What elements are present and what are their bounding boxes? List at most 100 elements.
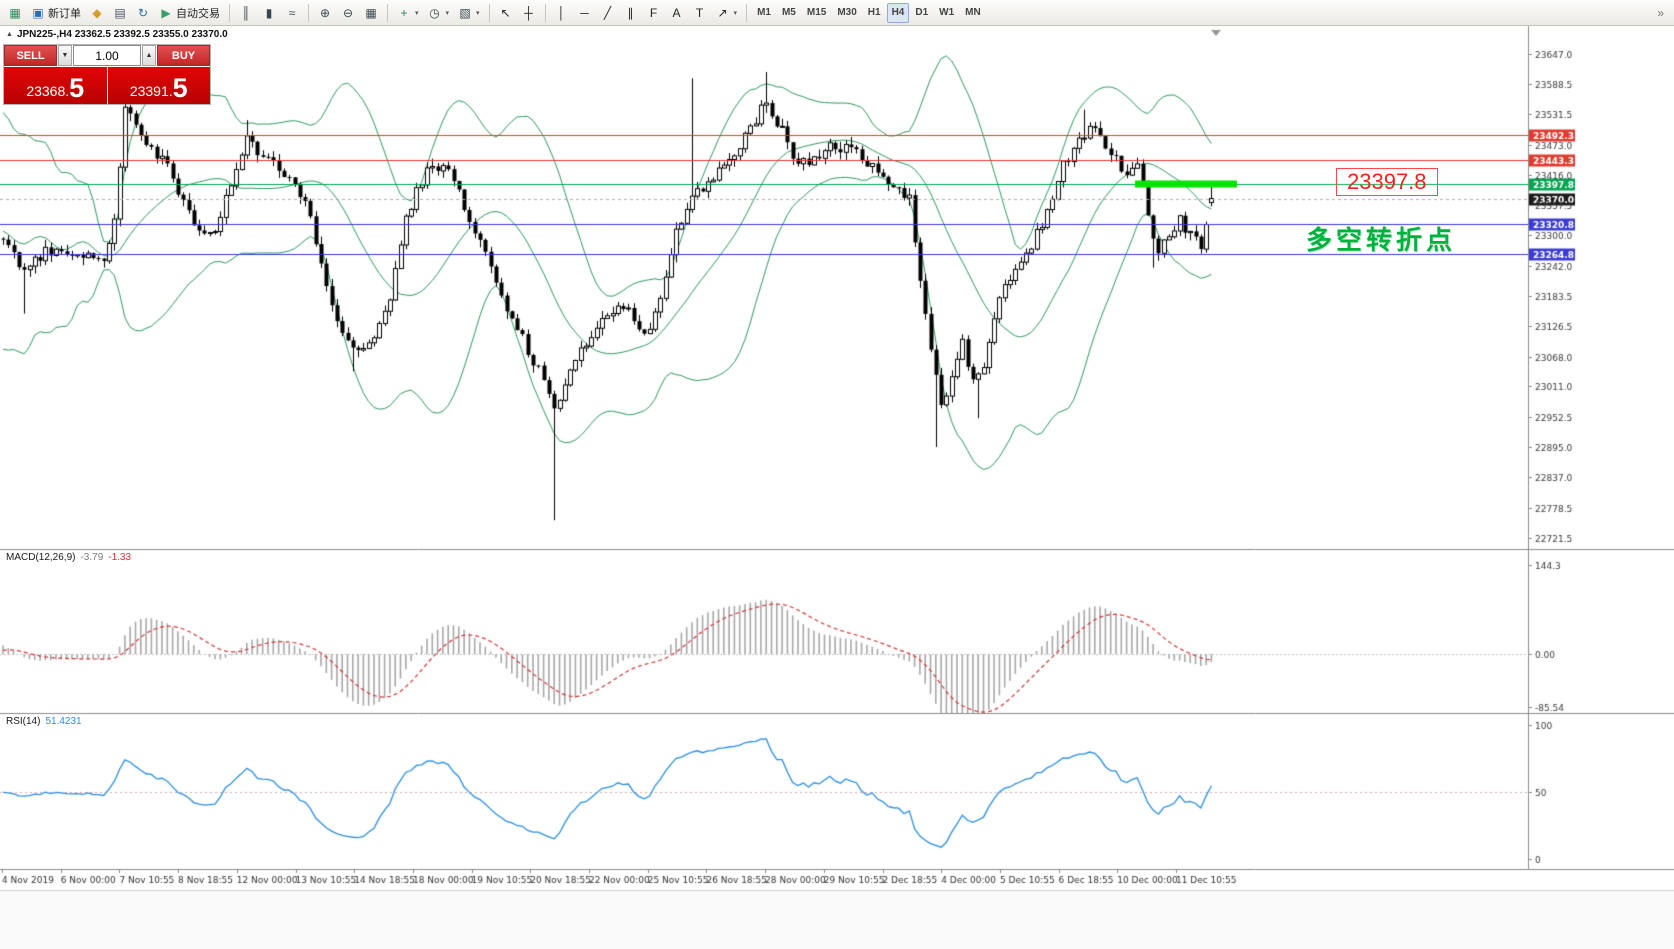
new-order-button[interactable]: ▣ 新订单 [27,3,85,23]
profiles-button[interactable]: ▤ [109,3,131,23]
timeframe-m30-button[interactable]: M30 [832,3,861,23]
metaeditor-button[interactable]: ◆ [86,3,108,23]
timeframe-w1-button[interactable]: W1 [934,3,959,23]
toolbar-separator [746,3,748,22]
periods-button[interactable]: ◷ ▾ [424,3,454,23]
timeframe-m30-label: M30 [837,7,857,18]
horizontal-line-button[interactable]: ─ [574,3,596,23]
volume-increase-button[interactable]: ▲ [142,45,156,66]
indicators-button[interactable]: + ▾ [393,3,423,23]
tile-windows-icon: ▦ [365,5,377,20]
toolbar-separator [308,3,309,22]
timeframe-h1-label: H1 [867,7,881,18]
sell-price-main: 23368. [26,83,70,99]
chart-title-text: JPN225-,H4 23362.5 23392.5 23355.0 23370… [16,29,228,40]
rsi-value: 51.4231 [45,716,82,727]
trendline-icon: ╱ [603,5,612,20]
candlestick-chart-icon: ▮ [265,5,273,20]
toolbar-overflow-button[interactable]: » [1657,5,1664,20]
timeframe-m15-button[interactable]: M15 [802,3,831,23]
buy-price-display[interactable]: 23391. 5 [107,67,210,104]
zoom-in-button[interactable]: ⊕ [314,3,336,23]
profiles-icon: ▤ [114,5,126,20]
volume-decrease-button[interactable]: ▼ [58,45,72,66]
horizontal-line-icon: ─ [580,5,589,20]
macd-value-signal: -1.33 [108,552,132,563]
line-chart-button[interactable]: ≈ [281,3,303,23]
templates-button[interactable]: ▧ ▾ [454,3,484,23]
line-chart-icon: ≈ [288,5,296,20]
equidistant-channel-button[interactable]: ∥ [620,3,642,23]
timeframe-mn-button[interactable]: MN [960,3,986,23]
timeframe-w1-label: W1 [939,7,955,18]
metaeditor-icon: ◆ [92,5,102,20]
buy-button[interactable]: BUY [157,45,210,66]
timeframe-m1-button[interactable]: M1 [752,3,776,23]
macd-label: MACD(12,26,9) [6,552,76,563]
tile-windows-button[interactable]: ▦ [360,3,382,23]
timeframe-m15-label: M15 [806,7,827,18]
macd-pane-label: MACD(12,26,9) -3.79 -1.33 [6,552,131,563]
text-button[interactable]: A [666,3,688,23]
new-order-label: 新订单 [48,7,81,20]
one-click-toggle-icon[interactable]: ▲ [6,31,13,38]
timeframe-d1-button[interactable]: D1 [910,3,933,23]
toolbar-separator [387,3,388,22]
rsi-label: RSI(14) [6,716,41,727]
rsi-pane-label: RSI(14) 51.4231 [6,716,82,727]
timeframe-m1-label: M1 [757,7,771,18]
autotrading-icon: ▶ [161,5,171,20]
toolbar-separator [488,3,490,22]
new-chart-icon: ▦ [9,5,21,20]
autotrading-label: 自动交易 [176,7,220,20]
one-click-trading-panel: SELL ▼ ▲ BUY 23368.5 23391.5 [4,45,210,104]
arrows-icon: ↗ [717,5,728,20]
indicators-dropdown-icon[interactable]: ▾ [415,9,419,17]
refresh-button[interactable]: ↻ [132,3,154,23]
chart-title: ▲ JPN225-,H4 23362.5 23392.5 23355.0 233… [6,29,228,40]
trendline-button[interactable]: ╱ [597,3,619,23]
equidistant-channel-icon: ∥ [627,5,634,20]
buy-price-main: 23391. [129,83,173,99]
buy-price-big-digit: 5 [172,73,188,103]
turning-point-label: 多空转折点 [1306,225,1457,255]
timeframe-mn-label: MN [965,7,981,18]
new-order-icon: ▣ [32,5,44,20]
autotrading-button[interactable]: ▶ 自动交易 [155,3,224,23]
sell-button[interactable]: SELL [4,45,57,66]
periods-icon: ◷ [429,5,440,20]
new-chart-button[interactable]: ▦ [4,3,26,23]
sell-price-display[interactable]: 23368. 5 [4,67,107,104]
zoom-in-icon: ⊕ [319,5,331,20]
zoom-out-icon: ⊖ [342,5,354,20]
crosshair-button[interactable]: ┼ [518,3,540,23]
toolbar-separator [544,3,546,22]
arrows-dropdown-icon[interactable]: ▾ [733,9,738,17]
indicators-icon: + [400,5,408,20]
arrows-button[interactable]: ↗ ▾ [712,3,742,23]
vertical-line-icon: │ [557,5,566,20]
templates-dropdown-icon[interactable]: ▾ [476,9,480,17]
timeframe-d1-label: D1 [915,7,929,18]
cursor-button[interactable]: ↖ [495,3,517,23]
timeframe-m5-button[interactable]: M5 [777,3,801,23]
volume-input[interactable] [73,45,141,66]
timeframe-h4-button[interactable]: H4 [886,2,910,23]
vertical-line-button[interactable]: │ [551,3,573,23]
text-icon: A [672,5,681,20]
price-annotation-box: 23397.8 [1336,168,1438,196]
candlestick-chart-button[interactable]: ▮ [258,3,280,23]
timeframe-m5-label: M5 [781,7,796,18]
templates-icon: ▧ [459,5,471,20]
bar-chart-button[interactable]: ║ [235,3,257,23]
sell-price-big-digit: 5 [69,73,85,103]
zoom-out-button[interactable]: ⊖ [337,3,359,23]
periods-dropdown-icon[interactable]: ▾ [445,9,450,17]
fibonacci-icon: F [649,5,658,20]
fibonacci-button[interactable]: F [643,3,665,23]
toolbar: ▦ ▣ 新订单 ◆ ▤ ↻ ▶ 自动交易 ║ ▮ ≈ ⊕ ⊖ ▦ + ▾ ◷ ▾ ▧ ▾ ↖ ┼ │ ─ ╱ ∥ F A T ↗ ▾ M1 M5… [0,0,1674,26]
text-label-button[interactable]: T [689,3,711,23]
bar-chart-icon: ║ [241,5,251,20]
timeframe-h1-button[interactable]: H1 [863,3,886,23]
